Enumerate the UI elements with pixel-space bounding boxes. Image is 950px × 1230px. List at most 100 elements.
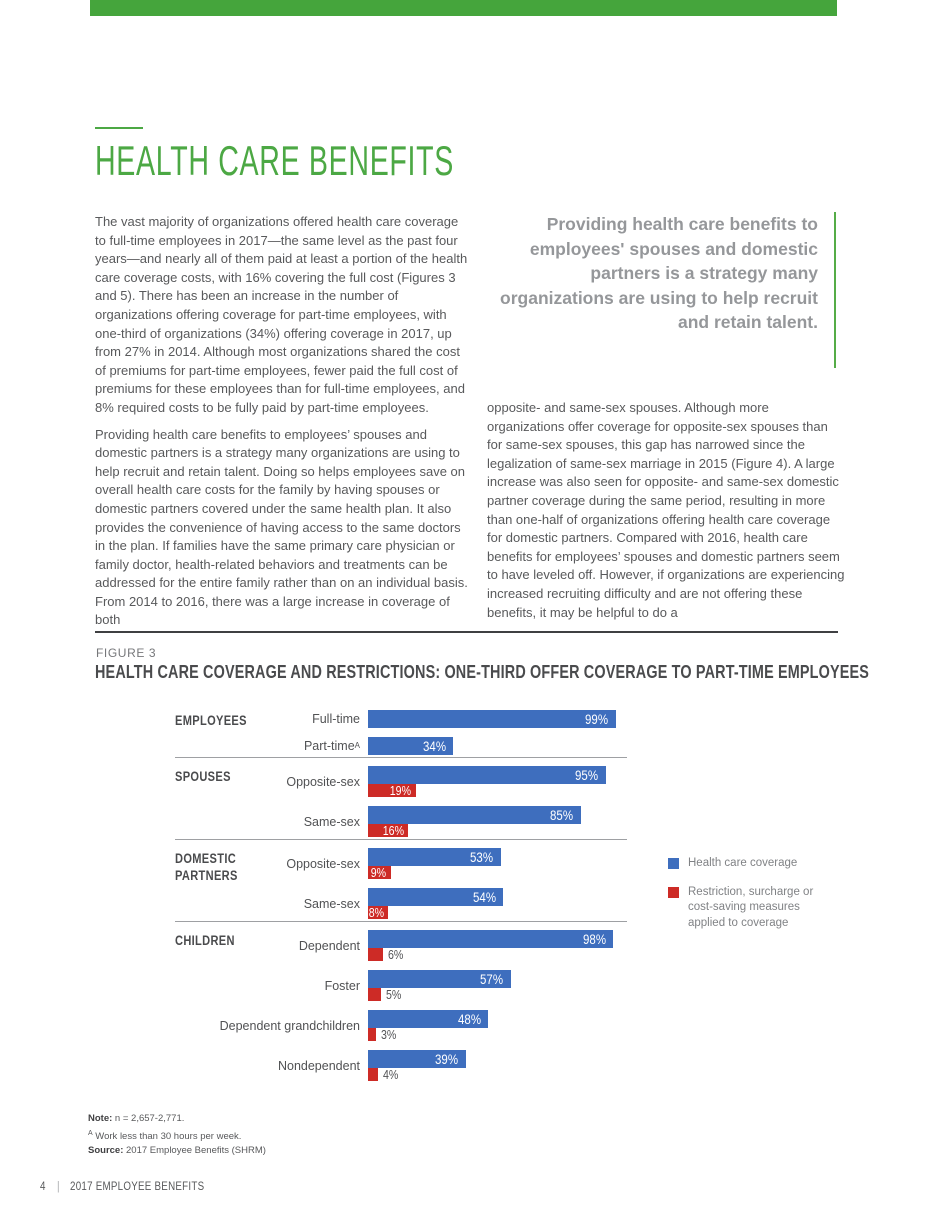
chart-group-label: SPOUSES: [175, 769, 231, 784]
intro-column-right: opposite- and same-sex spouses. Although…: [487, 399, 845, 622]
coverage-bar: 57%: [368, 970, 511, 988]
row-bars: 85% 16%: [368, 806, 627, 838]
coverage-value-label: 95%: [575, 767, 599, 783]
page-title: HEALTH CARE BENEFITS: [95, 137, 623, 185]
coverage-value-label: 57%: [480, 971, 504, 987]
coverage-bar: 53%: [368, 848, 501, 866]
legend-item-restriction: Restriction, surcharge or cost-saving me…: [668, 885, 840, 932]
top-accent-bar: [90, 0, 837, 16]
coverage-value-label: 53%: [470, 849, 494, 865]
coverage-bar: 48%: [368, 1010, 488, 1028]
legend-swatch-restriction: [668, 886, 679, 898]
chart-row: Part-time A 34%: [175, 737, 627, 755]
chart-row-label: Dependent grandchildren: [219, 1018, 360, 1033]
restriction-slot: 5%: [368, 987, 404, 1002]
restriction-slot: 16%: [368, 823, 408, 838]
chart-row-label: Nondependent: [277, 1058, 360, 1073]
restriction-value-label: 4%: [383, 1067, 399, 1082]
chart-row: Foster 57% 5%: [175, 970, 627, 1002]
coverage-value-label: 39%: [435, 1051, 459, 1067]
coverage-value-label: 85%: [550, 807, 574, 823]
chart-group: EMPLOYEES Full-time 99% Part-time A 34%: [175, 710, 627, 755]
chart-group: DOMESTIC PARTNERS Opposite-sex 53% 9% Same-s…: [175, 839, 627, 920]
chart-row-label: Opposite-sex: [286, 856, 360, 871]
chart-row-label: Part-time A: [303, 739, 360, 753]
chart-group: CHILDREN Dependent 98% 6% Foster 57% 5% Depende…: [175, 921, 627, 1082]
source-line: Source: 2017 Employee Benefits (SHRM): [88, 1145, 266, 1157]
figure-divider-rule: [95, 631, 838, 633]
figure-title: HEALTH CARE COVERAGE AND RESTRICTIONS: O…: [95, 662, 950, 683]
figure-label: FIGURE 3: [96, 646, 157, 660]
restriction-bar: 8%: [368, 905, 388, 920]
row-bars: 54% 8%: [368, 888, 627, 920]
legend-label-coverage: Health care coverage: [688, 857, 798, 869]
chart-row: Full-time 99%: [175, 710, 627, 728]
restriction-slot: 6%: [368, 947, 406, 962]
row-bars: 48% 3%: [368, 1010, 627, 1042]
row-bars: 34%: [368, 737, 627, 755]
restriction-bar: [368, 988, 381, 1001]
coverage-value-label: 54%: [473, 889, 496, 905]
page-footer: 4 | 2017 EMPLOYEE BENEFITS: [40, 1181, 228, 1193]
title-accent-line: [95, 127, 143, 129]
coverage-bar: 39%: [368, 1050, 466, 1068]
paragraph: The vast majority of organizations offer…: [95, 214, 468, 415]
figure-title-text: HEALTH CARE COVERAGE AND RESTRICTIONS: O…: [95, 662, 870, 682]
restriction-slot: 3%: [368, 1027, 399, 1042]
restriction-slot: 4%: [368, 1067, 401, 1082]
restriction-bar: [368, 1068, 378, 1081]
restriction-value-label: 6%: [388, 947, 404, 962]
restriction-value-label: 9%: [371, 865, 387, 880]
coverage-value-label: 99%: [585, 711, 609, 727]
restriction-slot: 9%: [368, 865, 391, 880]
row-bars: 98% 6%: [368, 930, 627, 962]
chart-group: SPOUSES Opposite-sex 95% 19% Same-sex 85% 16%: [175, 757, 627, 838]
legend-label-restriction: Restriction, surcharge or cost-saving me…: [688, 885, 814, 929]
coverage-bar: 95%: [368, 766, 606, 784]
chart-row: Same-sex 85% 16%: [175, 806, 627, 838]
restriction-value-label: 19%: [390, 783, 412, 798]
coverage-value-label: 48%: [458, 1011, 481, 1027]
restriction-value-label: 5%: [385, 987, 401, 1002]
restriction-bar: 19%: [368, 783, 416, 798]
row-bars: 39% 4%: [368, 1050, 627, 1082]
chart-row: Opposite-sex 53% 9%: [175, 848, 627, 880]
pull-quote: Providing health care benefits to employ…: [487, 212, 836, 368]
coverage-bar: 54%: [368, 888, 503, 906]
chart-legend: Health care coverage Restriction, surcha…: [668, 856, 840, 944]
chart-row: Dependent 98% 6%: [175, 930, 627, 962]
chart-row-label: Same-sex: [303, 896, 360, 911]
page-number: 4: [40, 1181, 46, 1193]
chart-group-label: DOMESTIC PARTNERS: [175, 851, 238, 883]
paragraph: opposite- and same-sex spouses. Although…: [487, 400, 845, 620]
restriction-bar: 9%: [368, 865, 391, 880]
chart-row-label: Foster: [324, 978, 360, 993]
restriction-value-label: 16%: [382, 823, 404, 838]
coverage-bar: 85%: [368, 806, 581, 824]
restriction-bar: [368, 1028, 376, 1041]
restriction-bar: [368, 948, 383, 961]
chart-row-label: Opposite-sex: [286, 774, 360, 789]
row-bars: 57% 5%: [368, 970, 627, 1002]
restriction-slot: 8%: [368, 905, 388, 920]
page-title-text: HEALTH CARE BENEFITS: [95, 137, 455, 184]
row-bars: 99%: [368, 710, 627, 728]
note-line: Note: n = 2,657-2,771.: [88, 1113, 185, 1124]
footnote-line: A Work less than 30 hours per week.: [88, 1129, 242, 1142]
row-bars: 95% 19%: [368, 766, 627, 798]
chart-notes: Note: n = 2,657-2,771. A Work less than …: [88, 1112, 266, 1159]
chart-group-label: EMPLOYEES: [175, 713, 247, 728]
chart-row-label: Dependent: [298, 938, 360, 953]
restriction-bar: 16%: [368, 823, 408, 838]
paragraph: Providing health care benefits to employ…: [95, 426, 468, 628]
row-bars: 53% 9%: [368, 848, 627, 880]
restriction-value-label: 3%: [380, 1027, 396, 1042]
restriction-value-label: 8%: [368, 905, 384, 920]
chart-row: Opposite-sex 95% 19%: [175, 766, 627, 798]
chart-row: Nondependent 39% 4%: [175, 1050, 627, 1082]
legend-swatch-coverage: [668, 858, 679, 869]
legend-item-coverage: Health care coverage: [668, 856, 840, 872]
restriction-slot: 19%: [368, 783, 416, 798]
footer-doc-title: 2017 EMPLOYEE BENEFITS: [70, 1181, 205, 1193]
